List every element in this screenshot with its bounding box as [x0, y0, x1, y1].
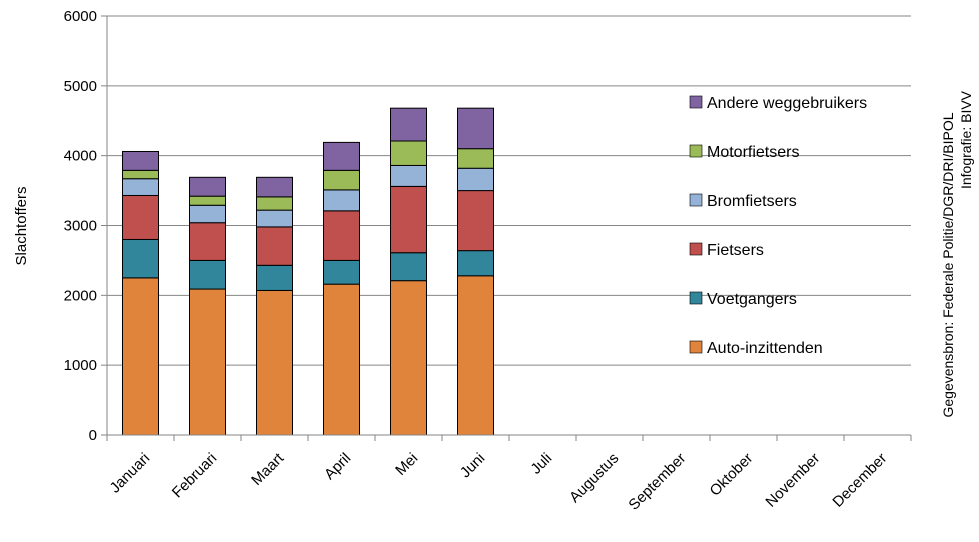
bar-segment: [457, 148, 494, 169]
bar-segment: [457, 107, 494, 150]
bar-segment: [256, 196, 293, 211]
y-tick-label: 0: [89, 427, 97, 444]
legend-label: Fietsers: [707, 242, 764, 259]
legend-swatch: [689, 95, 703, 109]
bar-segment: [189, 176, 226, 197]
legend-label: Auto-inzittenden: [707, 340, 823, 357]
x-tick-label: April: [321, 450, 354, 483]
x-tick-label: Juni: [457, 450, 488, 481]
bar-segment: [122, 194, 159, 240]
x-tick-label: December: [829, 450, 890, 511]
bar-segment: [323, 210, 360, 261]
x-tick-label: Oktober: [707, 450, 757, 500]
source-credit-text: Gegevensbron: Federale Politie/DGR/DRI/B…: [940, 112, 956, 417]
bar-segment: [189, 259, 226, 290]
legend-label: Andere weggebruikers: [707, 95, 867, 112]
y-tick-label: 1000: [64, 357, 97, 374]
x-tick-label: Augustus: [566, 450, 622, 506]
bar-segment: [457, 250, 494, 277]
legend-swatch: [689, 291, 703, 305]
bar-segment: [189, 222, 226, 261]
legend-swatch: [689, 242, 703, 256]
legend-label: Motorfietsers: [707, 144, 799, 161]
bar-segment: [323, 283, 360, 436]
bar-segment: [189, 204, 226, 224]
x-tick-label: Maart: [248, 449, 288, 489]
bar-segment: [122, 150, 159, 171]
bar-segment: [122, 178, 159, 196]
legend-label: Bromfietsers: [707, 193, 797, 210]
x-tick-label: Januari: [107, 450, 154, 497]
bar-segment: [457, 190, 494, 252]
infographic-credit-text: Infografie: BIVV: [958, 90, 974, 189]
bar-segment: [323, 141, 360, 171]
y-axis-title: Slachtoffers: [13, 187, 30, 266]
bar-segment: [256, 209, 293, 228]
bar-segment: [390, 252, 427, 282]
x-tick-label: November: [762, 450, 823, 511]
x-tick-label: September: [625, 450, 689, 514]
legend: Andere weggebruikers Motorfietsers Bromfie…: [689, 95, 867, 357]
bar-segment: [189, 195, 226, 206]
bar-segment: [256, 176, 293, 198]
bar-segment: [390, 140, 427, 166]
bar-segment: [256, 226, 293, 266]
bar-segment: [323, 259, 360, 285]
y-tick-label: 4000: [64, 148, 97, 165]
bar-segment: [457, 275, 494, 436]
legend-swatch: [689, 144, 703, 158]
bars-layer: [122, 107, 494, 436]
y-tick-label: 6000: [64, 8, 97, 25]
x-tick-label: Mei: [392, 450, 421, 479]
bar-segment: [390, 164, 427, 187]
x-tick-label: Juli: [527, 450, 555, 478]
bar-segment: [390, 280, 427, 436]
bar-segment: [122, 238, 159, 279]
legend-label: Voetgangers: [707, 291, 797, 308]
y-tick-label: 3000: [64, 218, 97, 235]
grid-layer: [107, 15, 911, 366]
bar-segment: [390, 185, 427, 254]
bar-segment: [256, 264, 293, 291]
bar-segment: [323, 189, 360, 212]
bar-segment: [122, 169, 159, 180]
bar-segment: [323, 169, 360, 191]
bar-segment: [457, 167, 494, 192]
bar-segment: [256, 289, 293, 436]
legend-swatch: [689, 340, 703, 354]
legend-swatch: [689, 193, 703, 207]
bar-segment: [390, 107, 427, 142]
y-tick-label: 2000: [64, 287, 97, 304]
bar-segment: [122, 277, 159, 436]
y-tick-label: 5000: [64, 78, 97, 95]
x-tick-label: Februari: [169, 450, 221, 502]
bar-segment: [189, 288, 226, 436]
